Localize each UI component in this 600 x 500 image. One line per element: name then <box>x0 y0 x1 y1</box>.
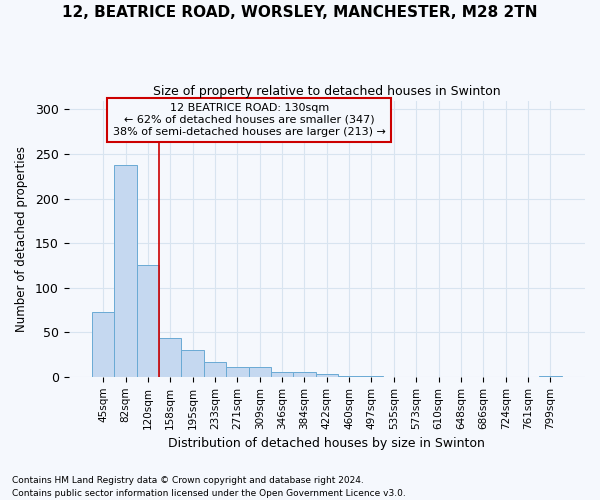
Bar <box>204 362 226 377</box>
Y-axis label: Number of detached properties: Number of detached properties <box>15 146 28 332</box>
Bar <box>159 338 181 377</box>
Bar <box>539 376 562 377</box>
Bar <box>226 367 248 377</box>
Text: Contains HM Land Registry data © Crown copyright and database right 2024.
Contai: Contains HM Land Registry data © Crown c… <box>12 476 406 498</box>
Bar <box>316 374 338 377</box>
Bar <box>92 312 115 377</box>
Title: Size of property relative to detached houses in Swinton: Size of property relative to detached ho… <box>153 85 500 98</box>
Bar <box>137 266 159 377</box>
Bar <box>271 372 293 377</box>
Text: 12 BEATRICE ROAD: 130sqm
← 62% of detached houses are smaller (347)
38% of semi-: 12 BEATRICE ROAD: 130sqm ← 62% of detach… <box>113 104 386 136</box>
Bar <box>181 350 204 377</box>
Bar <box>338 376 361 377</box>
Bar <box>115 164 137 377</box>
Bar <box>361 376 383 377</box>
X-axis label: Distribution of detached houses by size in Swinton: Distribution of detached houses by size … <box>169 437 485 450</box>
Bar <box>293 372 316 377</box>
Bar <box>248 367 271 377</box>
Text: 12, BEATRICE ROAD, WORSLEY, MANCHESTER, M28 2TN: 12, BEATRICE ROAD, WORSLEY, MANCHESTER, … <box>62 5 538 20</box>
